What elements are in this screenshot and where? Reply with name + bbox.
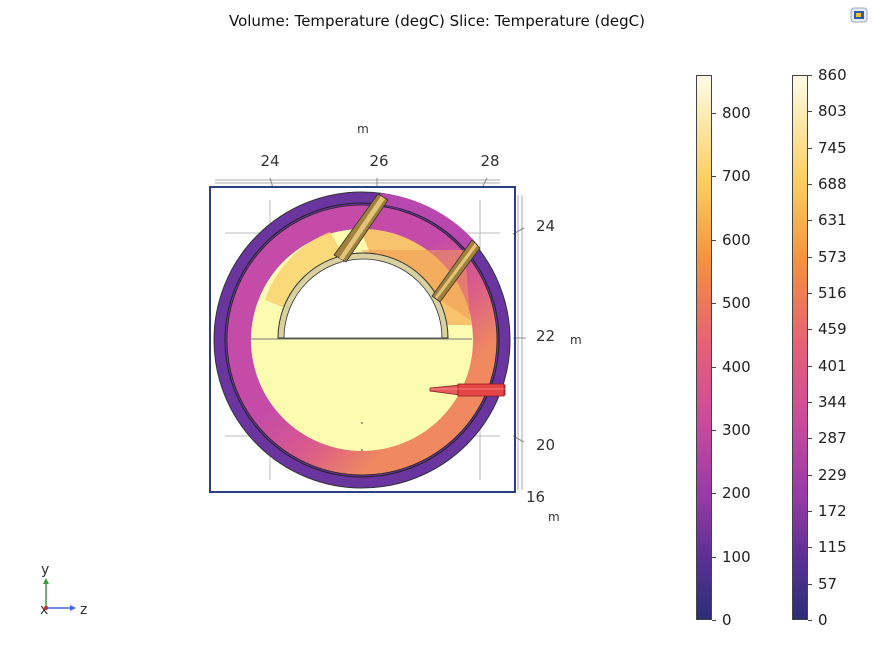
colorbar-tick-label: 200 [722, 484, 751, 502]
colorbar-tick-label: 803 [818, 102, 847, 120]
domain-frame [209, 186, 516, 493]
top-tick-label: 24 [260, 152, 279, 170]
colorbar-tick-mark [808, 547, 812, 548]
colorbar-tick-label: 172 [818, 502, 847, 520]
colorbar-tick-label: 573 [818, 248, 847, 266]
colorbar-tick-label: 0 [722, 611, 732, 629]
colorbar-tick-mark [712, 620, 716, 621]
right-tick-label: 20 [536, 436, 555, 454]
probe-point [361, 422, 363, 424]
cavity [283, 258, 443, 339]
top-axis-unit: m [357, 122, 369, 136]
colorbar-tick-mark [808, 75, 812, 76]
colorbar-slice [792, 75, 808, 620]
colorbar-tick-label: 287 [818, 429, 847, 447]
triad-y-label: y [41, 562, 49, 578]
colorbar-tick-mark [808, 148, 812, 149]
colorbar-tick-label: 100 [722, 548, 751, 566]
right-tick-label: 22 [536, 327, 555, 345]
colorbar-tick-mark [808, 184, 812, 185]
colorbar-tick-label: 344 [818, 393, 847, 411]
colorbar-tick-label: 57 [818, 575, 838, 593]
axes-triad-icon: y x z [40, 562, 87, 618]
hot-plume [360, 250, 470, 320]
colorbar-tick-label: 600 [722, 231, 751, 249]
triad-z-label: z [80, 602, 87, 618]
colorbar-tick-label: 631 [818, 211, 847, 229]
colorbar-tick-label: 459 [818, 320, 847, 338]
colorbar-tick-mark [808, 438, 812, 439]
colorbar-tick-mark [808, 293, 812, 294]
colorbar-tick-mark [712, 430, 716, 431]
inclined-pipe-left [333, 193, 389, 263]
colorbar-tick-label: 229 [818, 466, 847, 484]
colorbar-tick-label: 115 [818, 538, 847, 556]
top-axis: m 24 26 28 [215, 122, 500, 189]
colorbar-tick-label: 300 [722, 421, 751, 439]
top-tick-label: 28 [480, 152, 499, 170]
colorbar-tick-mark [808, 329, 812, 330]
right-axis-unit: m [570, 333, 582, 347]
top-tick-label: 26 [369, 152, 388, 170]
right-tick-label: 24 [536, 217, 555, 235]
right-axis: 24 22 m 20 16 m [512, 195, 582, 524]
colorbar-tick-label: 500 [722, 294, 751, 312]
colorbar-tick-mark [808, 584, 812, 585]
colorbar-tick-mark [808, 111, 812, 112]
colorbar-tick-mark [808, 475, 812, 476]
colorbar-tick-mark [712, 113, 716, 114]
colorbar-tick-mark [808, 620, 812, 621]
colorbar-tick-mark [712, 493, 716, 494]
colorbar-tick-label: 0 [818, 611, 828, 629]
colorbar-tick-label: 745 [818, 139, 847, 157]
inclined-pipe-right [431, 239, 481, 303]
right-tick-label: 16 [526, 488, 545, 506]
warm-sector [265, 232, 345, 310]
colorbar-tick-label: 516 [818, 284, 847, 302]
bottom-axis-unit: m [548, 510, 560, 524]
colorbar-tick-mark [808, 220, 812, 221]
shell-hot-arc [380, 193, 478, 252]
colorbar-tick-mark [712, 176, 716, 177]
colorbar-tick-mark [712, 240, 716, 241]
colorbar-tick-mark [712, 367, 716, 368]
colorbar-tick-label: 688 [818, 175, 847, 193]
outer-shell-inner-edge [224, 202, 500, 478]
colorbar-tick-mark [808, 511, 812, 512]
colorbar-tick-mark [808, 257, 812, 258]
colorbar-volume [696, 75, 712, 620]
plot-title: Volume: Temperature (degC) Slice: Temper… [228, 12, 645, 30]
colorbar-tick-label: 860 [818, 66, 847, 84]
colorbar-tick-label: 800 [722, 104, 751, 122]
colorbar-tick-label: 401 [818, 357, 847, 375]
colorbar-tick-label: 400 [722, 358, 751, 376]
colorbar-tick-mark [808, 366, 812, 367]
colorbar-tick-label: 700 [722, 167, 751, 185]
colorbar-tick-mark [712, 557, 716, 558]
cube-view-icon[interactable] [850, 7, 868, 23]
probe-point [361, 449, 363, 451]
horizontal-injector [429, 383, 506, 397]
colorbar-tick-mark [712, 303, 716, 304]
triad-x-label: x [40, 602, 48, 618]
colorbar-tick-mark [808, 402, 812, 403]
